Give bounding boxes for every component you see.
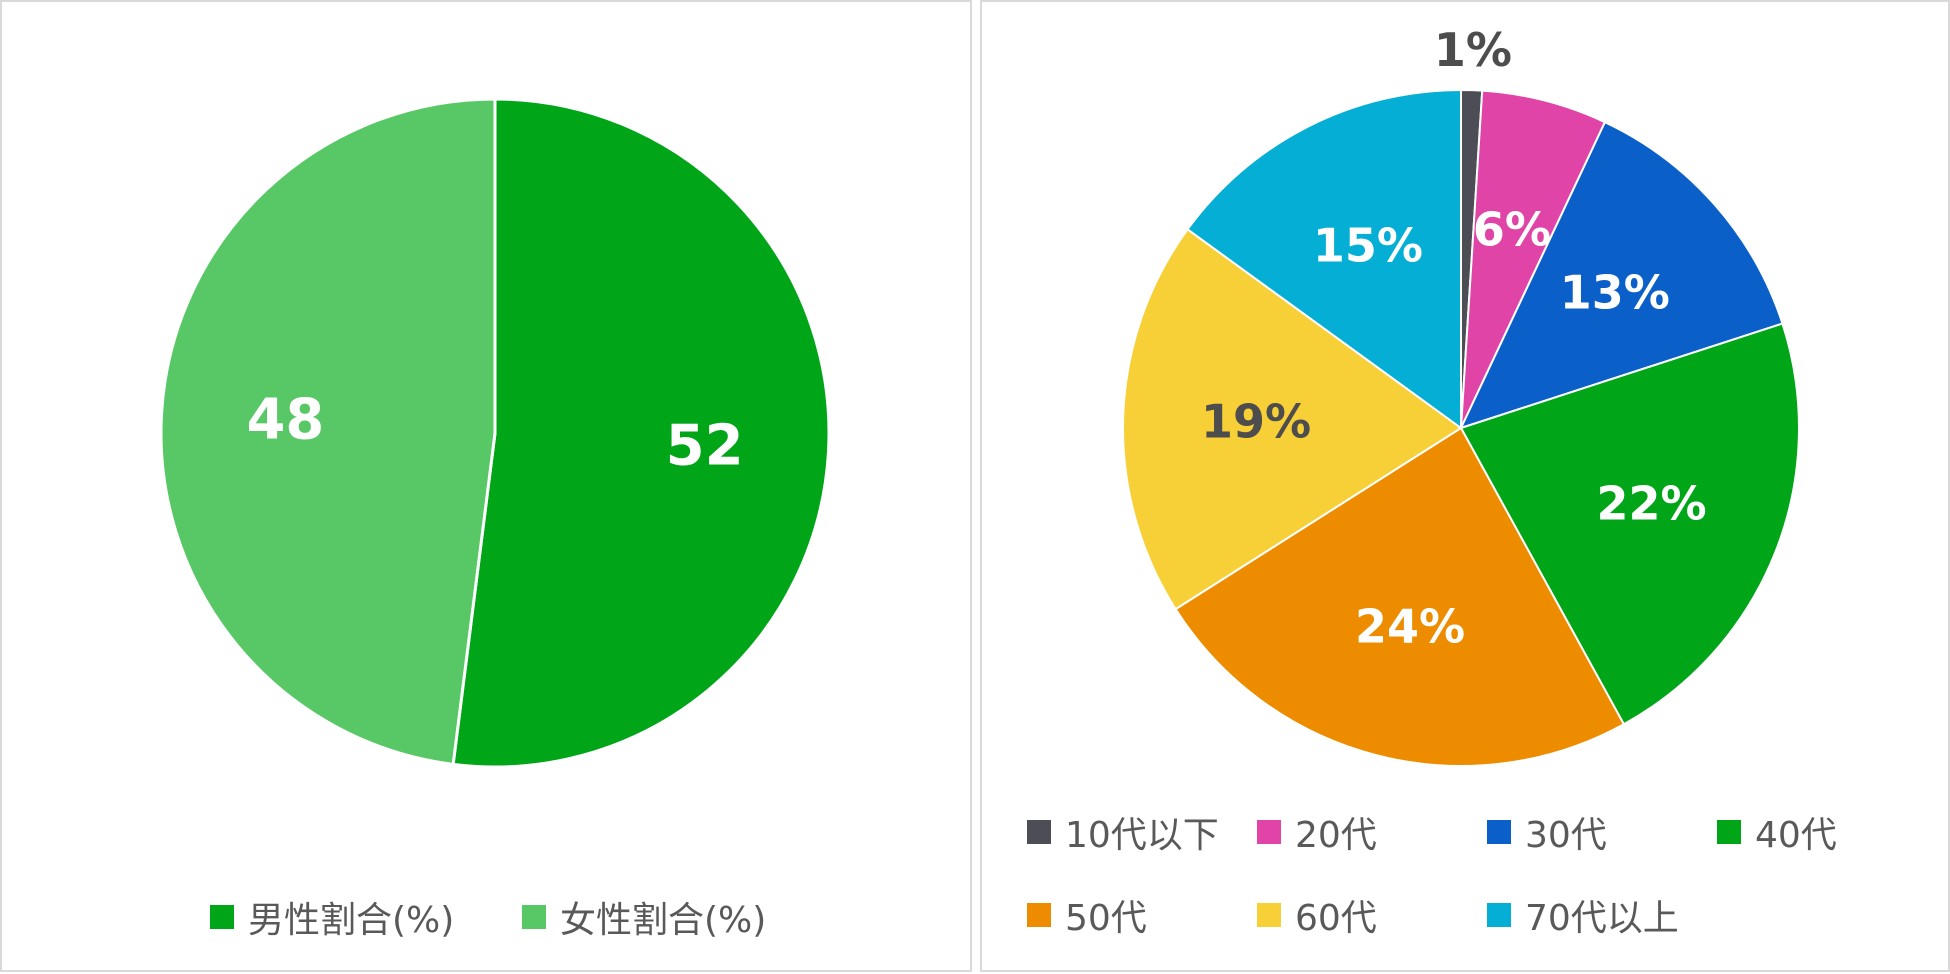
legend-swatch xyxy=(1487,903,1511,927)
legend-item-5: 50代 xyxy=(1027,890,1147,940)
pie-slice-5 xyxy=(1174,427,1625,767)
pie-slice-2 xyxy=(1460,89,1606,429)
pie-slice-6 xyxy=(1122,228,1462,611)
legend-swatch xyxy=(1257,903,1281,927)
data-label-6: 19% xyxy=(1201,395,1311,449)
data-label-2: 6% xyxy=(1473,202,1551,256)
data-label-4: 22% xyxy=(1597,476,1707,530)
legend-label: 30代 xyxy=(1525,815,1607,856)
legend-item-2: 20代 xyxy=(1257,807,1377,857)
pie-slice-7 xyxy=(1186,89,1462,429)
legend-label: 50代 xyxy=(1065,898,1147,939)
legend-swatch xyxy=(1717,820,1741,844)
age-pie-chart: 1% 6%13% 22% 24% 19% 15% xyxy=(1122,23,1800,767)
legend-swatch xyxy=(1257,820,1281,844)
legend-label: 女性割合(%) xyxy=(560,900,767,941)
legend-swatch xyxy=(1487,820,1511,844)
data-label-3: 13% xyxy=(1560,265,1670,319)
data-label-1: 1% xyxy=(1434,23,1512,77)
data-label-5: 24% xyxy=(1355,600,1465,654)
pie-slice-2 xyxy=(159,97,497,766)
legend-item-2: 女性割合(%) xyxy=(522,892,766,942)
legend-item-6: 60代 xyxy=(1257,890,1377,940)
gender-pie-chart: 52 48 xyxy=(159,97,831,769)
data-label-2: 48 xyxy=(246,387,324,452)
legend-swatch xyxy=(522,905,546,929)
pie-slice-3 xyxy=(1460,121,1784,429)
legend-item-7: 70代以上 xyxy=(1487,890,1679,940)
legend-label: 60代 xyxy=(1295,898,1377,939)
legend-label: 70代以上 xyxy=(1525,898,1679,939)
data-label-1: 52 xyxy=(666,414,744,479)
pie-slice-1 xyxy=(451,97,831,769)
data-label-7: 15% xyxy=(1313,218,1423,272)
legend-label: 20代 xyxy=(1295,815,1377,856)
legend-label: 40代 xyxy=(1755,815,1837,856)
legend-swatch xyxy=(1027,903,1051,927)
legend-item-4: 40代 xyxy=(1717,807,1837,857)
legend-swatch xyxy=(1027,820,1051,844)
legend-item-1: 男性割合(%) xyxy=(210,892,454,942)
legend-item-1: 10代以下 xyxy=(1027,807,1219,857)
legend-label: 男性割合(%) xyxy=(248,900,455,941)
pie-slice-4 xyxy=(1460,322,1800,726)
legend-item-3: 30代 xyxy=(1487,807,1607,857)
age-chart-panel: 1% 6% 13% 22% 24% 19% 15% 10代以下 20代 30代 40代 50代 60代… xyxy=(980,0,1950,972)
legend-label: 10代以下 xyxy=(1065,815,1219,856)
gender-chart-panel: 52 48 男性割合(%) 女性割合(%) xyxy=(0,0,972,972)
legend-swatch xyxy=(210,905,234,929)
